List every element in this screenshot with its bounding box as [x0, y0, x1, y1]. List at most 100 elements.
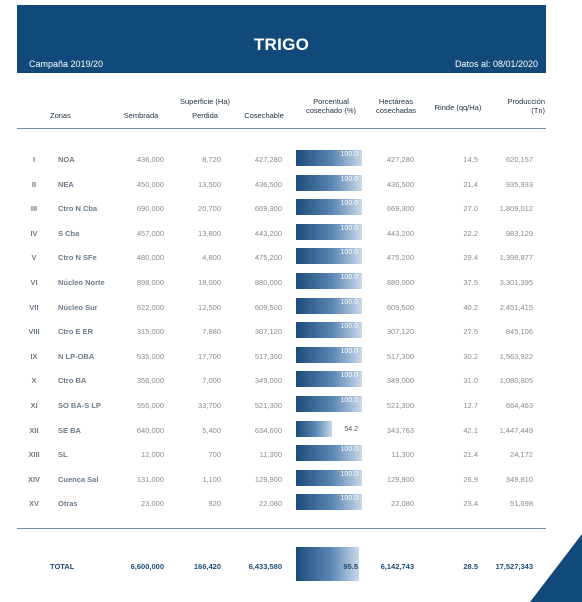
- cell-rinde: 29.4: [463, 253, 478, 263]
- cell-rinde: 23.4: [463, 499, 478, 509]
- cell-produccion: 620,157: [505, 155, 533, 164]
- cell-perdida: 920: [208, 499, 221, 509]
- cell-num: II: [31, 179, 37, 189]
- cell-perdida: 13,800: [198, 228, 221, 238]
- pct-bar-fill: [296, 150, 362, 166]
- cell-pct: 100.0: [340, 151, 358, 158]
- cell-rinde: 21.4: [463, 179, 478, 189]
- cell-pct: 100.0: [340, 274, 358, 281]
- cell-zona: NEA: [58, 179, 74, 189]
- cell-pct: 54.2: [344, 425, 358, 433]
- cell-rinde: 12.7: [463, 401, 478, 410]
- cell-cosechable: 669,300: [254, 204, 282, 214]
- cell-rinde: 31.0: [463, 376, 478, 386]
- cell-cosechable: 22,080: [259, 499, 282, 509]
- cell-produccion: 1,080,805: [499, 376, 533, 386]
- cell-pct: 100.0: [340, 347, 358, 355]
- cell-sembrada: 480,000: [136, 253, 164, 263]
- cell-rinde: 37.5: [463, 278, 478, 287]
- cell-produccion: 24,172: [510, 450, 533, 460]
- total-pct: 95.5: [343, 562, 358, 571]
- cell-hectareas: 521,300: [386, 401, 414, 410]
- cell-hectareas: 517,300: [386, 351, 414, 361]
- report-title: TRIGO: [253, 35, 310, 54]
- cell-cosechable: 427,280: [254, 155, 282, 164]
- cell-hectareas: 307,120: [386, 327, 414, 337]
- cell-cosechable: 634,600: [254, 425, 282, 435]
- pct-bar-fill: [296, 248, 362, 265]
- cell-pct: 100.0: [340, 495, 358, 503]
- pct-bar: 100.0: [296, 297, 362, 314]
- cell-pct: 100.0: [340, 200, 358, 208]
- cell-perdida: 17,700: [198, 351, 221, 361]
- pct-bar: 100.0: [296, 150, 362, 166]
- total-hectareas: 6,142,743: [380, 562, 414, 571]
- cell-zona: Núcleo Sur: [58, 302, 98, 312]
- col-header-superficie: Superficie (Ha): [179, 97, 231, 106]
- total-pct-fill: [296, 547, 360, 581]
- cell-zona: S Cba: [58, 228, 80, 238]
- cell-hectareas: 22,080: [391, 499, 414, 509]
- col-header-produccion: Producción (Tn): [507, 97, 545, 115]
- cell-num: V: [31, 253, 37, 263]
- cell-hectareas: 475,200: [386, 253, 414, 263]
- cell-zona: NOA: [58, 155, 75, 164]
- corner-decoration: [530, 534, 582, 602]
- pct-bar-fill: [296, 297, 362, 314]
- cell-num: XIII: [28, 450, 40, 460]
- cell-produccion: 51,698: [510, 499, 533, 509]
- total-perdida: 166,420: [193, 562, 221, 571]
- pct-bar-fill: [296, 322, 362, 339]
- cell-rinde: 26.9: [463, 474, 478, 484]
- col-header-porcentual: Porcentual cosechado (%): [305, 97, 357, 115]
- cell-perdida: 20,700: [198, 204, 221, 214]
- cell-num: XII: [29, 425, 39, 435]
- pct-bar-fill: [296, 346, 362, 363]
- cell-produccion: 1,447,449: [499, 425, 533, 435]
- cell-num: VII: [29, 302, 39, 312]
- cell-perdida: 18,000: [198, 278, 221, 287]
- cell-perdida: 5,400: [202, 425, 221, 435]
- cell-sembrada: 555,000: [136, 401, 164, 410]
- cell-rinde: 27.5: [463, 327, 478, 337]
- cell-zona: SE BA: [58, 425, 81, 435]
- cell-cosechable: 521,300: [254, 401, 282, 410]
- cell-produccion: 3,301,395: [499, 278, 533, 287]
- cell-hectareas: 129,900: [386, 474, 414, 484]
- cell-zona: Núcleo Norte: [58, 278, 105, 287]
- cell-hectareas: 609,500: [386, 302, 414, 312]
- cell-perdida: 13,500: [198, 179, 221, 189]
- pct-bar: 100.0: [296, 371, 362, 388]
- cell-num: X: [31, 376, 37, 386]
- cell-perdida: 12,500: [198, 302, 221, 312]
- pct-bar-fill: [296, 223, 362, 240]
- cell-rinde: 22.2: [463, 228, 478, 238]
- cell-hectareas: 427,280: [386, 155, 414, 164]
- total-label: TOTAL: [50, 562, 75, 571]
- cell-num: XI: [30, 401, 38, 410]
- pct-bar: 100.0: [296, 346, 362, 363]
- col-header-cosechable: Cosechable: [244, 111, 284, 120]
- cell-sembrada: 315,000: [136, 327, 164, 337]
- total-rinde: 28.5: [463, 562, 478, 571]
- pct-bar-fill: [296, 174, 362, 191]
- cell-cosechable: 349,000: [254, 376, 282, 386]
- cell-sembrada: 898,000: [136, 278, 164, 287]
- cell-perdida: 1,100: [202, 474, 221, 484]
- cell-perdida: 7,880: [202, 327, 221, 337]
- pct-bar-fill: [296, 445, 362, 462]
- pct-bar: 100.0: [296, 322, 362, 339]
- col-header-zonas: Zonas: [50, 111, 71, 120]
- cell-pct: 100.0: [340, 224, 358, 232]
- cell-hectareas: 669,300: [386, 204, 414, 214]
- cell-num: XIV: [27, 474, 41, 484]
- cell-pct: 100.0: [340, 372, 358, 380]
- cell-zona: Ctro E ER: [58, 327, 94, 337]
- cell-produccion: 1,398,877: [499, 253, 533, 263]
- pct-bar-fill: [296, 469, 362, 486]
- total-divider: [17, 528, 546, 529]
- pct-bar: 100.0: [296, 273, 362, 289]
- cell-cosechable: 436,500: [254, 179, 282, 189]
- cell-cosechable: 443,200: [254, 228, 282, 238]
- cell-cosechable: 11,300: [259, 450, 282, 460]
